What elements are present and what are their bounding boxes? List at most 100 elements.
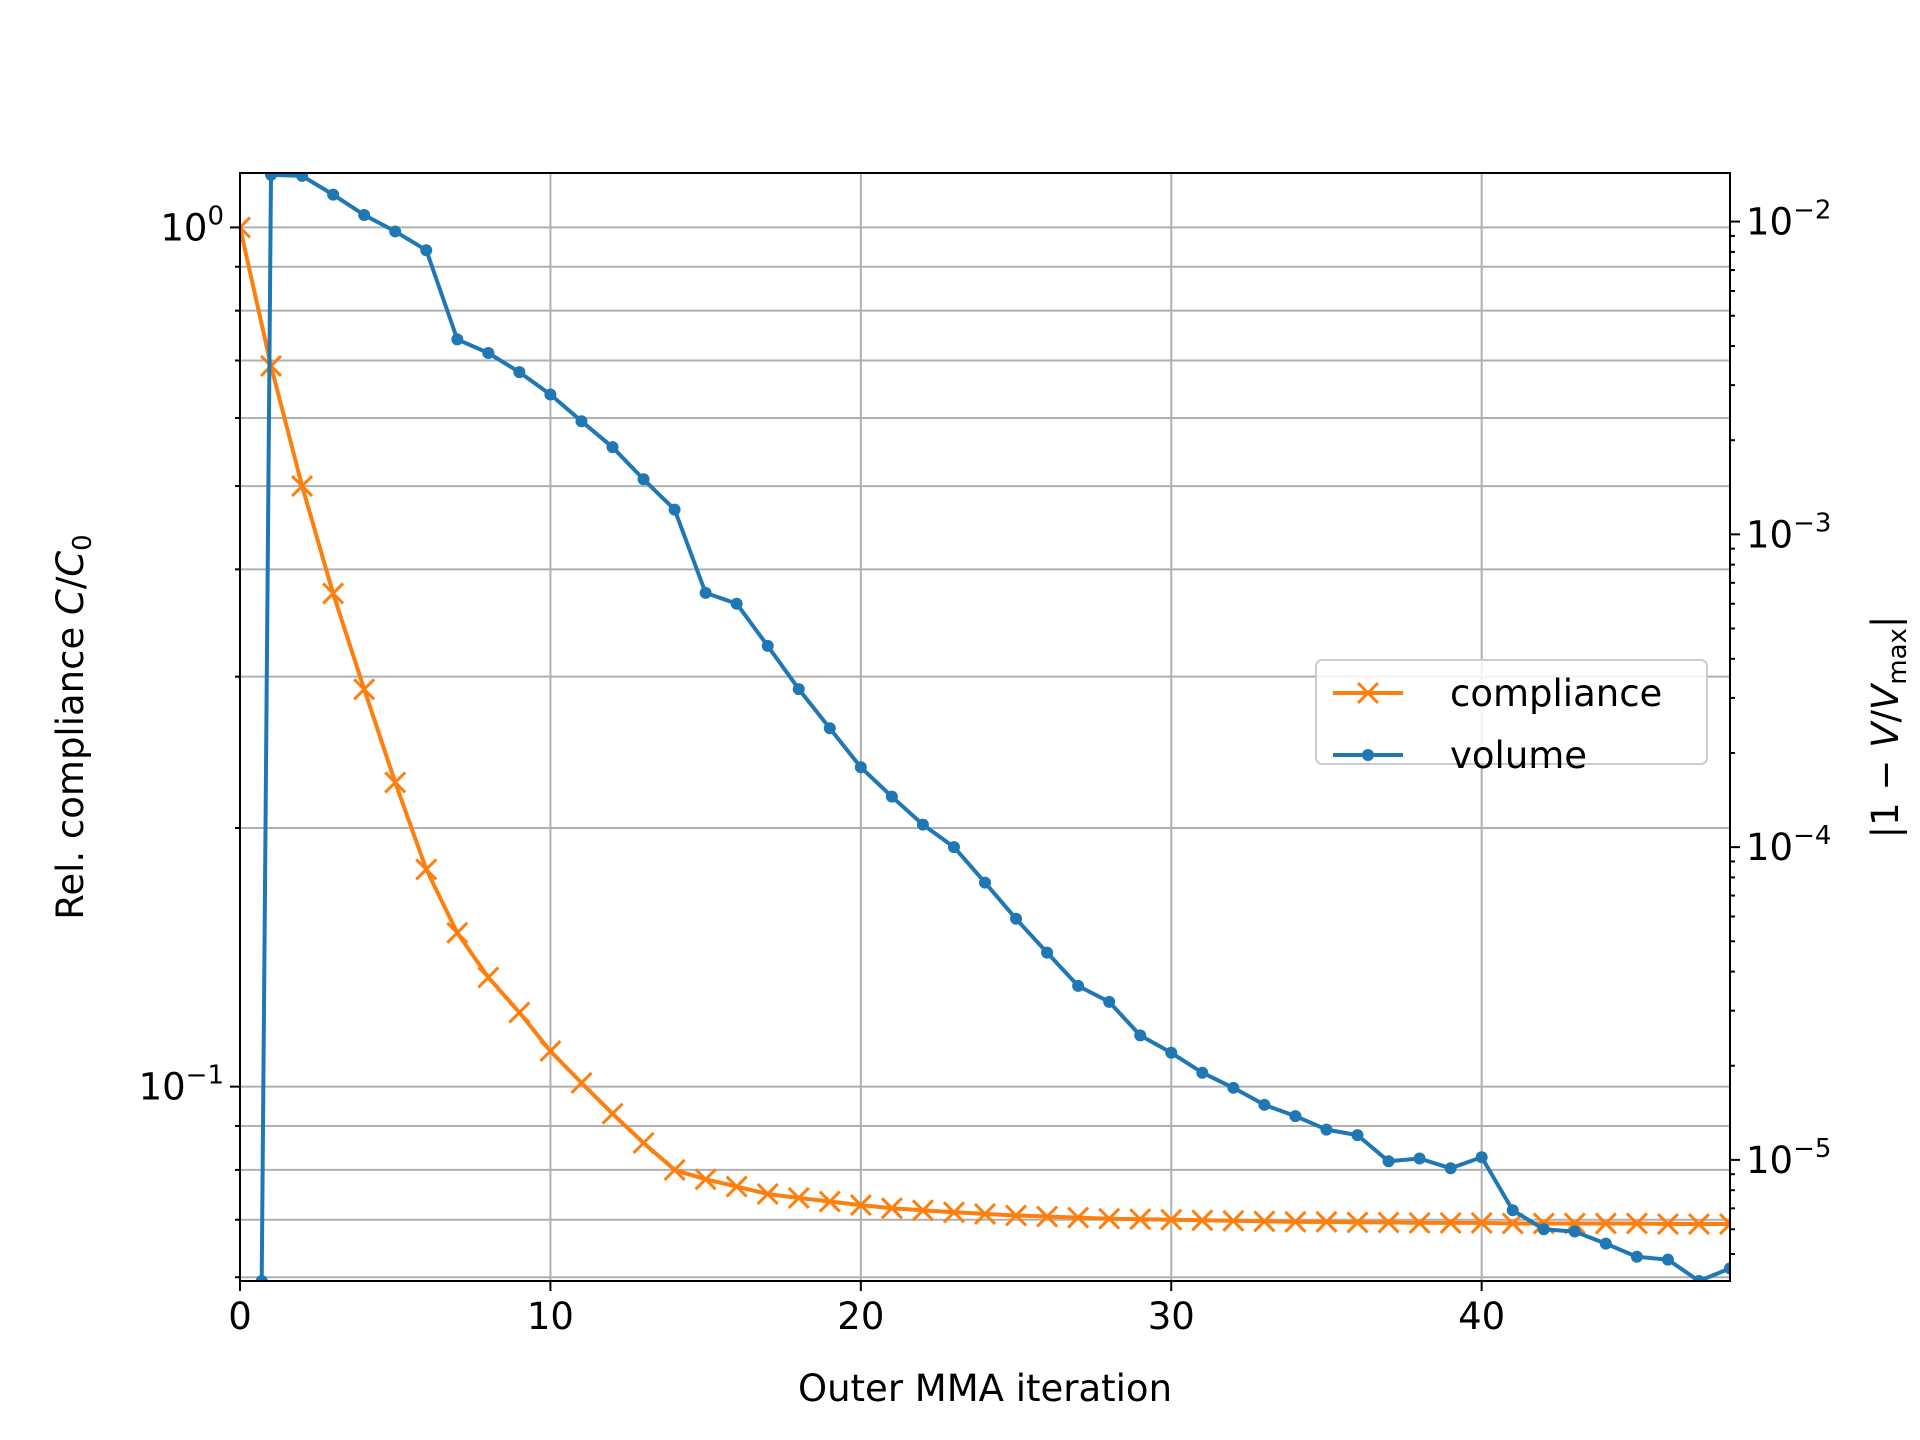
data-point-compliance	[570, 1071, 593, 1094]
x-stroke	[570, 1071, 593, 1094]
x-stroke	[1129, 1208, 1152, 1231]
data-point-compliance	[663, 1158, 686, 1181]
data-point-volume	[327, 188, 340, 201]
data-point-volume	[606, 441, 619, 454]
data-point-compliance	[1222, 1209, 1245, 1232]
data-point-volume	[885, 790, 898, 803]
data-point-volume	[1413, 1152, 1426, 1165]
data-point-volume	[1506, 1204, 1519, 1217]
data-point-volume	[1227, 1081, 1240, 1094]
x-stroke	[1098, 1207, 1121, 1230]
data-point-volume	[1661, 1253, 1674, 1266]
x-stroke	[1377, 1211, 1400, 1234]
data-point-volume	[1010, 912, 1023, 925]
x-stroke	[973, 1202, 997, 1225]
data-point-compliance	[1098, 1207, 1121, 1230]
data-point-volume	[358, 208, 371, 221]
x-stroke	[911, 1199, 934, 1222]
data-point-volume	[1196, 1066, 1209, 1079]
x-stroke	[1718, 1212, 1730, 1227]
data-point-volume	[1320, 1123, 1333, 1136]
data-point-compliance	[477, 966, 500, 989]
x-stroke	[1594, 1212, 1617, 1235]
x-stroke	[694, 1168, 717, 1191]
left-tick-label: 100	[160, 201, 224, 249]
data-point-compliance	[446, 921, 469, 944]
x-stroke	[632, 1131, 655, 1154]
data-point-compliance	[1315, 1210, 1338, 1233]
right-tick-label: 10−3	[1746, 508, 1831, 556]
x-stroke	[1656, 1212, 1679, 1236]
data-point-compliance	[291, 475, 314, 498]
data-point-volume	[1692, 1275, 1705, 1281]
x-stroke	[1718, 1221, 1730, 1236]
x-stroke	[1625, 1212, 1648, 1235]
x-stroke	[240, 225, 252, 239]
data-point-volume	[296, 173, 309, 182]
data-point-volume	[451, 333, 464, 346]
x-stroke	[1067, 1206, 1090, 1229]
x-tick-label: 0	[228, 1295, 252, 1338]
x-stroke	[415, 858, 438, 881]
data-point-volume	[1289, 1110, 1302, 1123]
x-stroke	[663, 1158, 686, 1181]
data-point-compliance	[601, 1102, 624, 1125]
data-point-compliance	[1470, 1211, 1493, 1235]
x-stroke	[787, 1186, 810, 1210]
data-point-compliance	[1501, 1212, 1524, 1235]
right-tick-label: 10−4	[1746, 821, 1831, 869]
x-stroke	[1036, 1205, 1059, 1228]
data-point-compliance	[1284, 1210, 1307, 1233]
grid	[239, 173, 1730, 1281]
data-point-volume	[761, 639, 774, 652]
x-stroke	[942, 1201, 966, 1224]
data-point-compliance	[353, 678, 376, 701]
data-point-compliance	[756, 1182, 779, 1206]
ticks: 0 10 20 30 40 100 10−1 10−2 10−3 10−4 10−5	[139, 196, 1832, 1338]
data-point-volume	[265, 173, 278, 181]
x-stroke	[601, 1102, 624, 1125]
data-point-volume	[1724, 1262, 1730, 1275]
legend-volume-marker	[1362, 749, 1374, 761]
data-point-compliance	[1625, 1212, 1648, 1235]
data-point-volume	[916, 818, 929, 831]
data-point-volume	[1630, 1250, 1643, 1263]
data-point-compliance	[1377, 1211, 1400, 1234]
data-point-compliance	[1036, 1205, 1059, 1228]
data-point-volume	[420, 244, 433, 257]
data-point-compliance	[240, 216, 252, 239]
data-point-volume	[1041, 946, 1054, 959]
series-volume	[255, 173, 1730, 1281]
data-point-volume	[947, 841, 960, 854]
x-stroke	[1222, 1209, 1245, 1232]
data-point-compliance	[1656, 1212, 1679, 1236]
data-point-compliance	[1408, 1211, 1431, 1235]
x-stroke	[849, 1194, 872, 1217]
data-point-compliance	[384, 771, 407, 794]
data-point-compliance	[508, 1001, 531, 1024]
data-point-volume	[255, 1275, 268, 1281]
data-point-compliance	[849, 1194, 872, 1217]
data-point-volume	[482, 347, 495, 360]
x-stroke	[240, 216, 252, 230]
data-point-compliance	[415, 858, 438, 881]
x-axis-label: Outer MMA iteration	[798, 1367, 1172, 1410]
x-tick-label: 20	[837, 1295, 884, 1338]
data-point-compliance	[1004, 1204, 1028, 1227]
data-point-volume	[823, 722, 836, 735]
data-point-compliance	[911, 1199, 934, 1222]
legend-box	[1315, 659, 1708, 765]
data-point-compliance	[973, 1202, 997, 1225]
right-tick-label: 10−5	[1746, 1134, 1831, 1182]
data-point-volume	[1072, 979, 1085, 992]
x-stroke	[322, 582, 345, 605]
x-stroke	[1470, 1211, 1493, 1235]
data-point-volume	[1537, 1223, 1550, 1236]
data-point-compliance	[942, 1201, 966, 1224]
data-point-volume	[1475, 1151, 1488, 1164]
plot-frame	[239, 172, 1731, 1282]
data-point-volume	[1599, 1237, 1612, 1250]
x-stroke	[725, 1175, 748, 1198]
x-stroke	[1408, 1211, 1431, 1235]
x-stroke	[756, 1182, 779, 1206]
